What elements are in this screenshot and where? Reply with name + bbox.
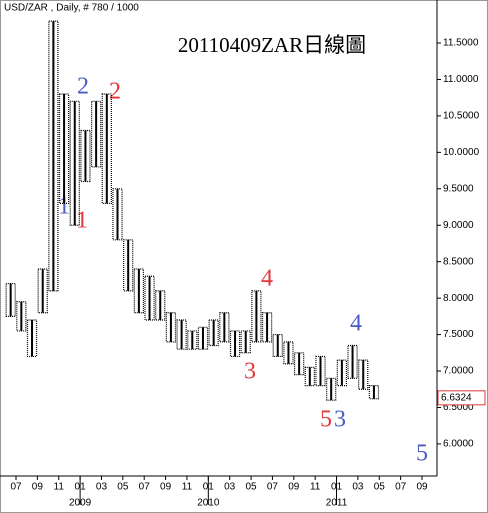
x-tick-label: 03	[96, 482, 108, 493]
x-tick-label: 07	[10, 482, 22, 493]
year-label: 2009	[69, 498, 92, 509]
y-tick-label: 11.0000	[443, 74, 479, 85]
x-tick-label: 05	[117, 482, 129, 493]
x-tick-label: 03	[352, 482, 364, 493]
chart-title: 20110409ZAR日線圖	[178, 33, 366, 57]
x-tick-label: 11	[182, 482, 193, 493]
x-tick-label: 05	[245, 482, 257, 493]
annotation: 1	[76, 208, 88, 234]
last-value-label: 6.6324	[441, 392, 472, 403]
x-tick-label: 03	[224, 482, 236, 493]
annotation: 2	[77, 74, 89, 100]
y-tick-label: 8.5000	[443, 256, 474, 267]
x-tick-label: 07	[395, 482, 407, 493]
annotation: 4	[350, 311, 362, 337]
x-tick-label: 07	[139, 482, 151, 493]
x-tick-label: 11	[54, 482, 65, 493]
annotation: 3	[334, 407, 346, 433]
x-tick-label: 09	[160, 482, 172, 493]
y-tick-label: 7.5000	[443, 329, 474, 340]
y-tick-label: 9.0000	[443, 220, 474, 231]
annotation: 2	[109, 79, 121, 105]
last-value-box	[437, 390, 486, 406]
x-tick-label: 09	[416, 482, 428, 493]
x-tick-label: 05	[374, 482, 386, 493]
y-tick-label: 7.0000	[443, 366, 474, 377]
x-tick-label: 09	[32, 482, 44, 493]
header: USD/ZAR , Daily, # 780 / 1000	[4, 3, 139, 14]
y-tick-label: 10.0000	[443, 147, 480, 158]
annotation: 1	[58, 194, 70, 220]
y-tick-label: 11.5000	[443, 38, 479, 49]
y-tick-label: 10.5000	[443, 111, 480, 122]
annotation: 3	[244, 359, 256, 385]
year-label: 2010	[197, 498, 220, 509]
year-label: 2011	[326, 498, 348, 509]
y-tick-label: 9.5000	[443, 183, 474, 194]
x-tick-label: 07	[267, 482, 279, 493]
y-tick-label: 8.0000	[443, 293, 474, 304]
y-tick-label: 6.5000	[443, 402, 474, 413]
annotation: 4	[261, 266, 273, 292]
y-tick-label: 6.0000	[443, 439, 474, 450]
annotation: 5	[320, 407, 332, 433]
x-tick-label: 09	[288, 482, 300, 493]
x-tick-label: 11	[310, 482, 321, 493]
annotation: 5	[416, 441, 428, 467]
